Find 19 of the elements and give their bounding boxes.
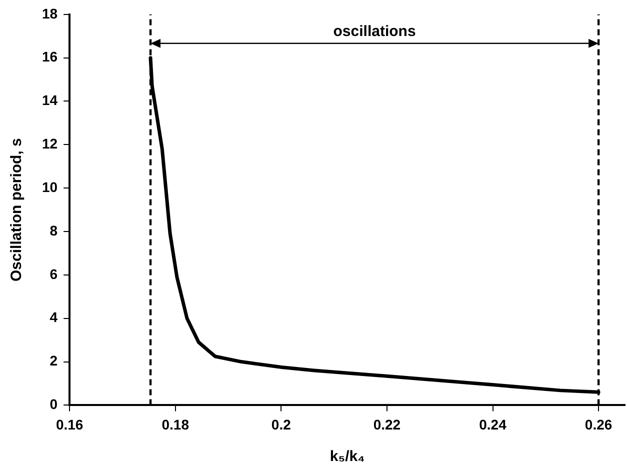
y-tick-label: 16 — [42, 48, 58, 65]
y-tick-label: 10 — [42, 178, 58, 195]
annotation: oscillations — [333, 23, 416, 40]
y-tick-label: 8 — [50, 222, 58, 238]
y-tick-label: 18 — [42, 5, 58, 22]
y-tick-label: 0 — [50, 396, 58, 412]
x-tick-label: 0.22 — [373, 416, 401, 432]
x-tick-label: 0.18 — [162, 416, 190, 432]
x-tick-label: 0.26 — [584, 416, 612, 432]
x-tick-label: 0.16 — [56, 416, 84, 432]
y-tick-label: 6 — [50, 266, 58, 282]
x-axis-title: k₅/k₄ — [330, 448, 365, 466]
y-tick-label: 12 — [42, 136, 58, 152]
y-axis-title: Oscillation period, s — [8, 138, 26, 282]
y-tick-label: 2 — [50, 352, 58, 369]
x-tick-label: 0.24 — [479, 416, 507, 432]
y-tick-label: 14 — [42, 92, 58, 108]
x-tick-label: 0.2 — [271, 416, 292, 432]
y-tick-label: 4 — [50, 309, 58, 326]
